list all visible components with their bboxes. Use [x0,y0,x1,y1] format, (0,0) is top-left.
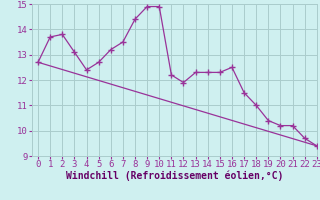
X-axis label: Windchill (Refroidissement éolien,°C): Windchill (Refroidissement éolien,°C) [66,171,283,181]
